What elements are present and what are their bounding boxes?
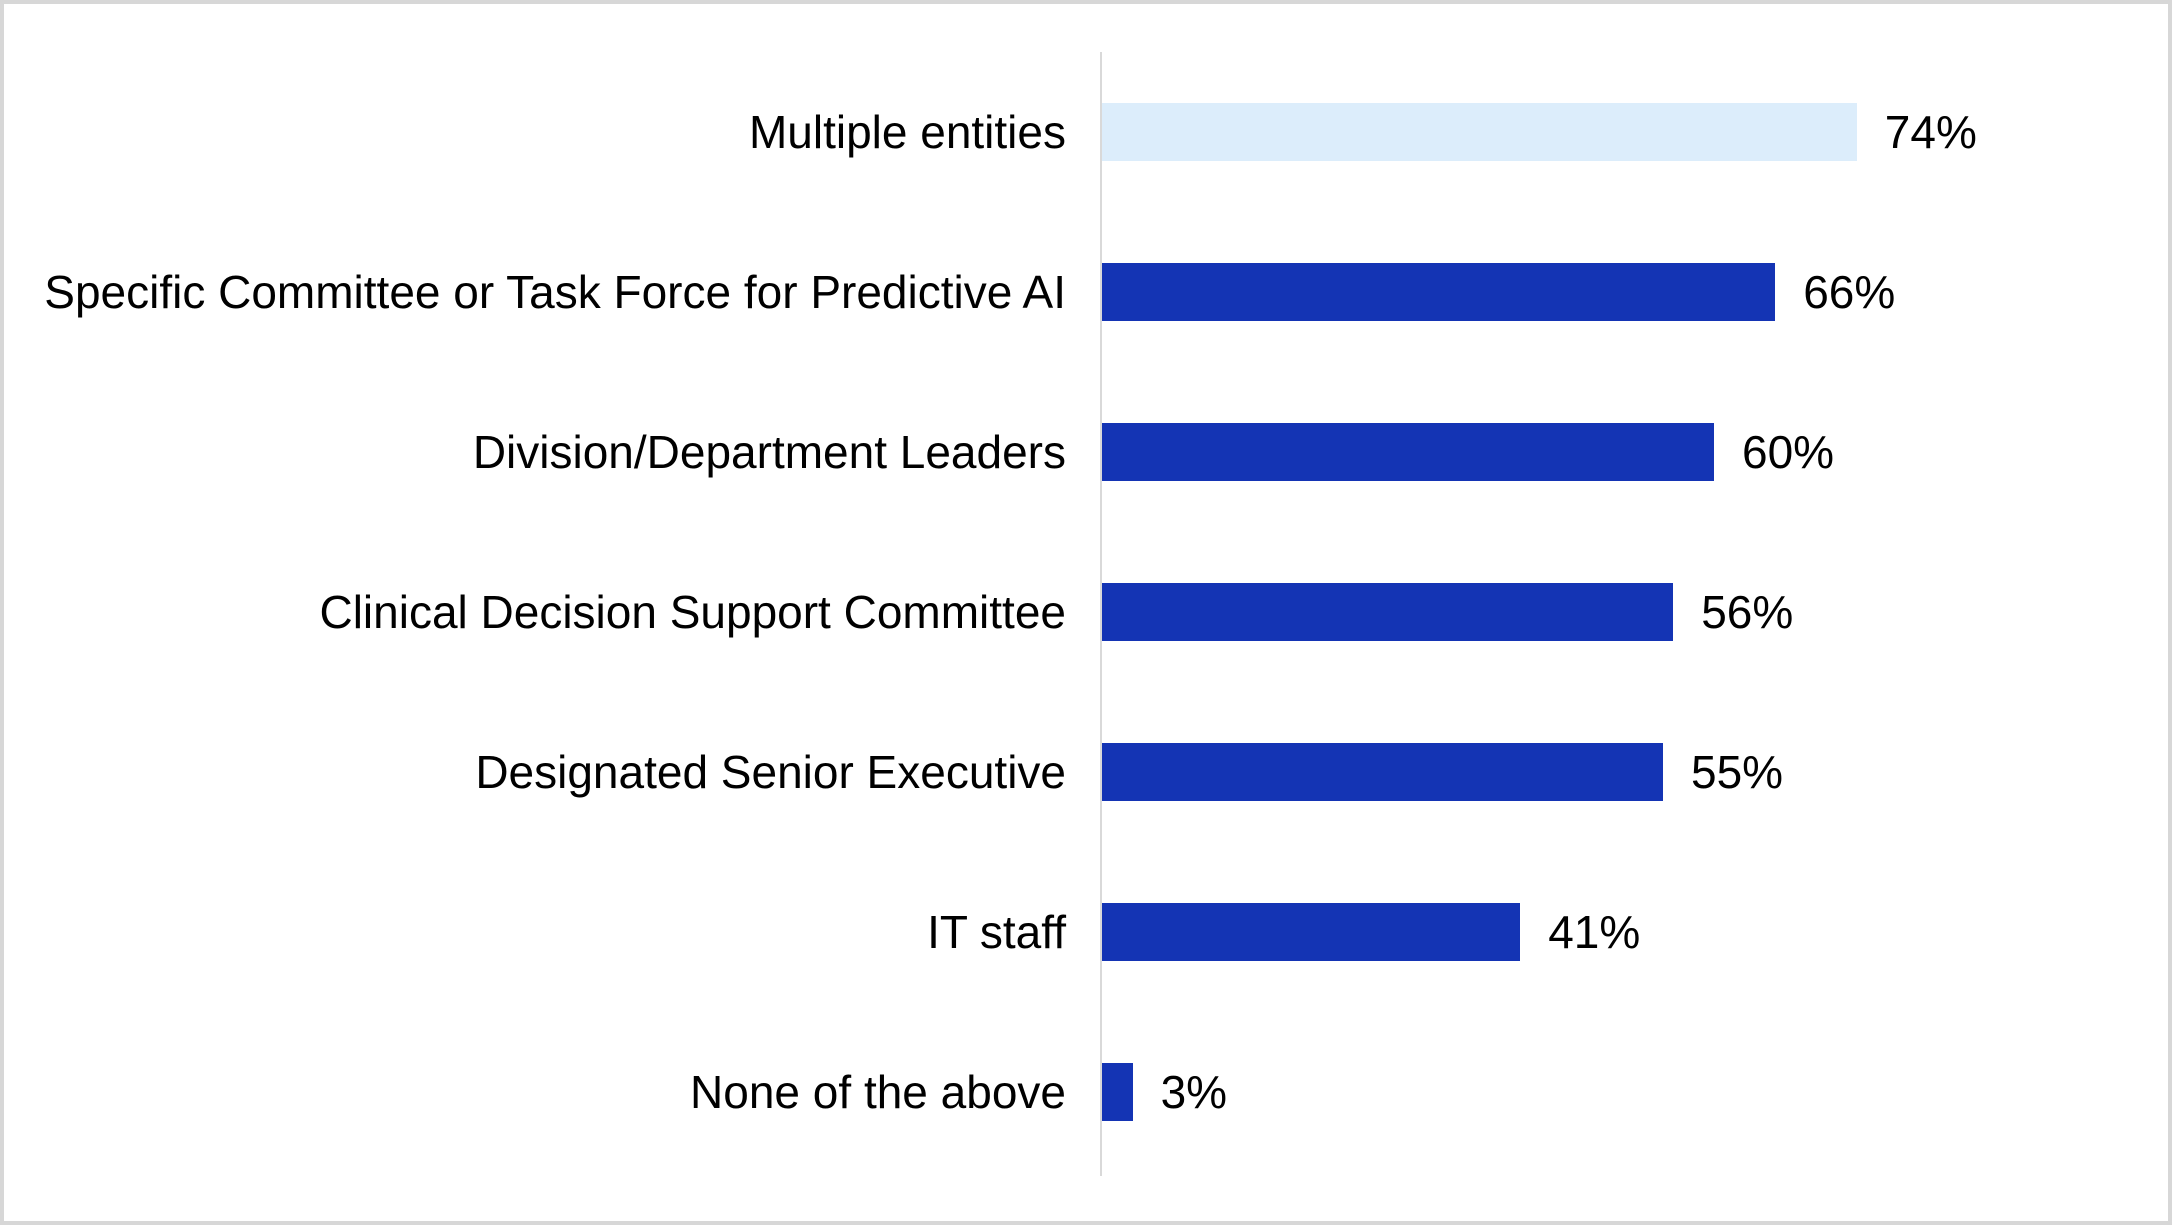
category-label: Designated Senior Executive [475, 745, 1066, 798]
chart-row: None of the above 3% [4, 1012, 2168, 1172]
value-label: 56% [1701, 586, 1794, 638]
bar [1102, 743, 1663, 801]
bar-area: 74% [1102, 103, 1977, 161]
category-label: Clinical Decision Support Committee [319, 585, 1066, 638]
y-axis-line [1100, 52, 1102, 1176]
chart-row: Clinical Decision Support Committee 56% [4, 532, 2168, 692]
chart-row: Multiple entities 74% [4, 52, 2168, 212]
bar-area: 55% [1102, 743, 1783, 801]
bar [1102, 103, 1857, 161]
category-label: None of the above [690, 1065, 1066, 1118]
bar-area: 41% [1102, 903, 1640, 961]
value-label: 55% [1691, 746, 1784, 798]
bar-area: 60% [1102, 423, 1834, 481]
bar-area: 66% [1102, 263, 1895, 321]
category-label: Specific Committee or Task Force for Pre… [44, 265, 1066, 318]
bar [1102, 1063, 1133, 1121]
bar [1102, 583, 1674, 641]
chart-row: Division/Department Leaders 60% [4, 372, 2168, 532]
value-label: 66% [1803, 266, 1896, 318]
category-label: Multiple entities [748, 105, 1066, 158]
chart-row: IT staff 41% [4, 852, 2168, 1012]
value-label: 60% [1742, 426, 1835, 478]
chart-row: Designated Senior Executive 55% [4, 692, 2168, 852]
bar-area: 3% [1102, 1063, 1227, 1121]
chart-row: Specific Committee or Task Force for Pre… [4, 212, 2168, 372]
chart-rows: Multiple entities 74% Specific Committee o… [4, 52, 2168, 1172]
bar-area: 56% [1102, 583, 1793, 641]
bar [1102, 903, 1521, 961]
category-label: IT staff [927, 905, 1066, 958]
value-label: 3% [1160, 1066, 1228, 1118]
bar [1102, 423, 1714, 481]
bar [1102, 263, 1776, 321]
bar-chart: Multiple entities 74% Specific Committee o… [4, 4, 2168, 1221]
category-label: Division/Department Leaders [472, 425, 1066, 478]
value-label: 74% [1884, 106, 1977, 158]
value-label: 41% [1548, 906, 1641, 958]
